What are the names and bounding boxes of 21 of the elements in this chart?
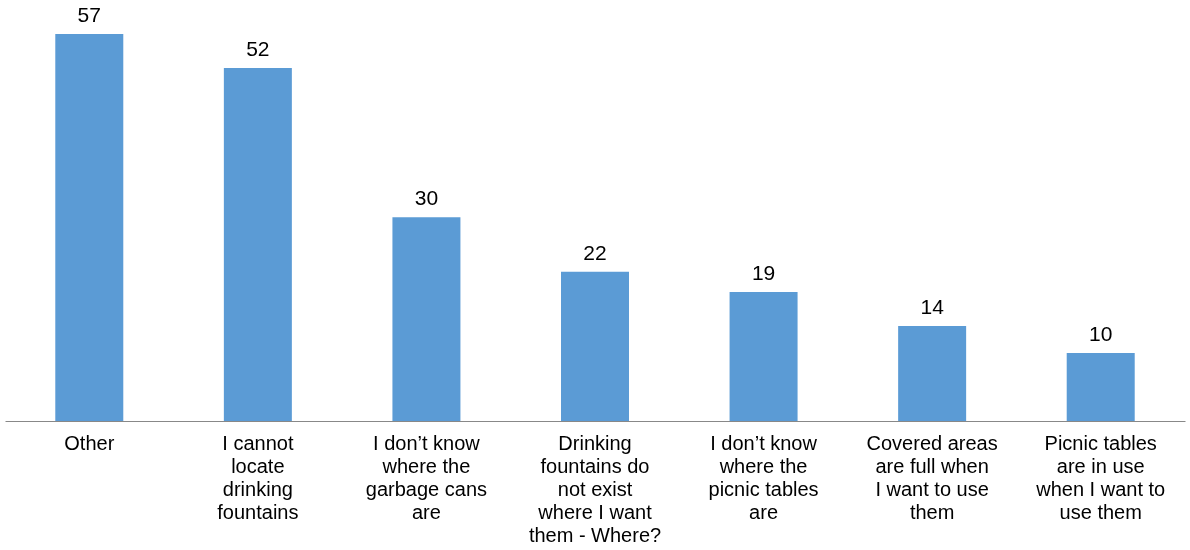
data-label: 22 [583,240,607,264]
data-label: 10 [1089,322,1113,346]
bar [55,34,124,421]
data-label: 52 [246,36,270,60]
data-label: 57 [77,3,101,26]
data-label: 30 [414,186,439,210]
x-tick-label: Picnic tables are in use when I want to use them [1035,431,1166,523]
data-label: 14 [920,294,945,318]
bar [561,271,629,421]
x-tick-label: I don’t know where the garbage cans are [365,431,488,523]
x-tick-label: I don’t know where the picnic tables are [708,431,819,523]
bar [223,67,292,421]
x-tick-label: Covered areas are full when I want to use them [866,431,998,523]
x-tick-label: Drinking fountains do not exist where I want them - Where? [528,431,662,546]
bar [1066,353,1135,421]
bar [898,325,967,421]
data-label: 19 [751,261,776,284]
x-tick-label: Other [64,431,115,454]
bar [729,292,798,421]
bar [392,217,461,421]
x-tick-label: I cannot locate drinking fountains [217,431,299,523]
